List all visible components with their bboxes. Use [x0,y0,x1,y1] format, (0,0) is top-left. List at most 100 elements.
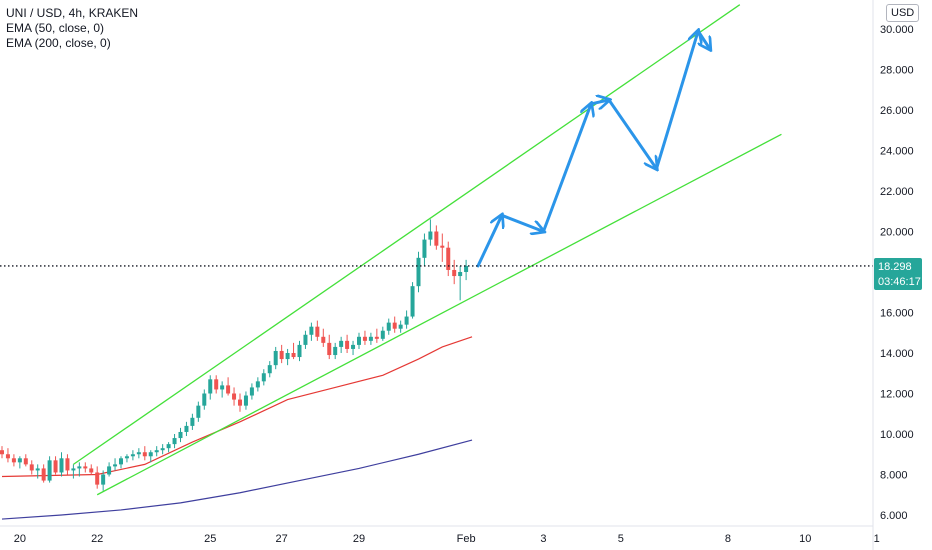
candle-body [249,387,254,396]
candle [273,346,278,370]
candle-body [297,344,302,358]
candle-body [333,346,338,356]
candle [446,241,451,277]
candle-body [362,336,367,341]
candle-body [23,458,28,465]
candle-body [148,452,153,457]
candle [119,456,123,469]
candle [65,454,70,475]
candle-body [172,438,177,445]
y-tick-label: 24.000 [880,146,914,158]
ema-200-legend[interactable]: EMA (200, close, 0) [6,36,111,50]
y-tick-label: 14.000 [880,348,914,360]
candle-body [83,466,88,469]
projection-arrow [500,213,544,231]
candle-body [458,272,463,277]
candle [226,377,231,396]
candle [59,452,64,477]
candle-body [89,468,94,473]
currency-button[interactable]: USD [886,4,920,22]
candle [386,318,391,335]
candle [291,342,296,360]
y-tick-label: 8.000 [880,470,908,482]
candle-body [53,460,58,473]
candle [285,348,290,366]
candle [89,464,94,475]
x-tick-label: 20 [14,533,26,545]
time-axis[interactable]: 20 22 25 27 29 Feb 3 5 8 10 1 [14,533,880,545]
candle-body [368,336,373,341]
price-value: 18.298 [878,261,912,273]
candle-body [184,425,189,432]
candle-body [47,460,52,481]
candle-body [65,458,70,471]
candle-body [380,330,385,339]
candle [357,332,361,349]
candle [392,316,397,333]
candle-body [392,322,397,329]
candle [130,450,135,461]
x-tick-label: 29 [353,533,365,545]
candle [434,225,439,250]
y-tick-label: 6.000 [880,510,908,522]
price-label-bg [874,257,922,290]
candle-body [267,365,272,374]
candle-body [208,379,213,394]
candle-body [226,385,231,394]
candle [232,387,237,406]
candle-body [17,458,22,463]
candle-body [309,326,314,335]
x-tick-label: 5 [618,533,624,545]
candle [238,393,242,412]
candle-body [386,322,391,331]
candle [351,340,356,356]
candle [261,369,266,386]
y-tick-label: 16.000 [880,308,914,320]
candle-body [351,344,356,349]
candle-body [95,472,100,485]
candle [303,330,308,349]
candle [0,446,4,459]
trend-channel [73,4,782,496]
candle-body [261,373,266,382]
candle [220,381,225,398]
price-label: 18.298 03:46:17 [874,257,922,290]
candle-body [464,265,469,272]
candle-body [5,454,10,459]
candle [83,462,88,473]
candle [77,462,82,477]
projection-arrow [589,100,609,104]
candle-body [285,353,290,360]
candle-body [374,336,379,339]
candle [142,446,147,461]
candle [178,427,183,443]
candle [321,328,326,347]
symbol-title[interactable]: UNI / USD, 4h, KRAKEN [6,6,139,20]
y-tick-label: 26.000 [880,105,914,117]
candle [136,448,141,459]
candle-body [452,269,457,277]
candle [398,320,403,333]
candle-body [136,452,141,455]
x-tick-label: 27 [276,533,288,545]
candle [208,375,213,400]
x-tick-label: 10 [799,533,811,545]
candle-body [29,464,34,471]
candle-body [410,286,415,317]
candle-body [339,340,344,347]
candle [362,330,367,345]
candle-body [291,353,296,358]
candle [101,470,106,491]
y-tick-label: 22.000 [880,186,914,198]
candle [368,332,373,345]
candle [345,334,350,353]
candle-body [303,334,308,345]
candle [160,444,165,455]
candle-body [446,247,451,270]
candle [107,462,112,477]
ema-50-legend[interactable]: EMA (50, close, 0) [6,21,105,35]
candle [5,448,10,463]
candle-body [273,350,278,366]
candle [190,413,195,430]
